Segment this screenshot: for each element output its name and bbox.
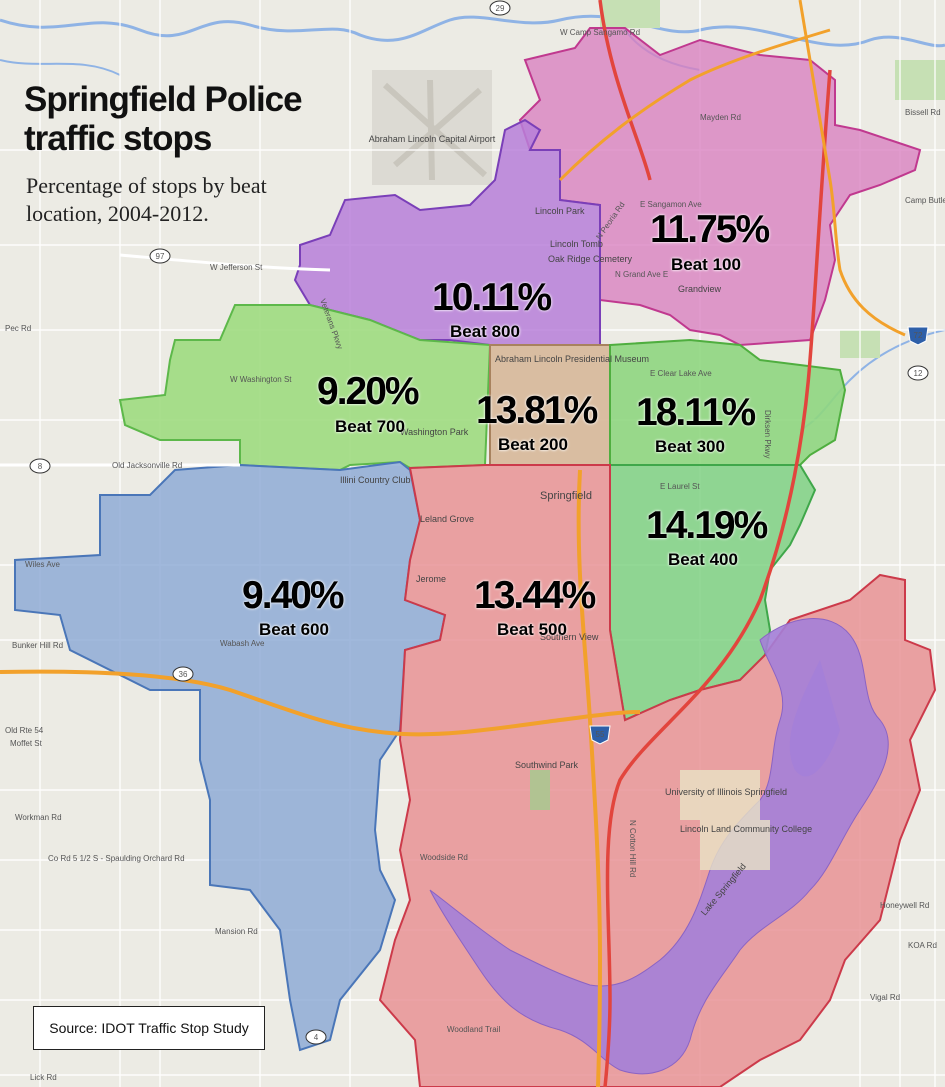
beat-300-percent: 18.11% — [636, 391, 756, 434]
street-label: KOA Rd — [908, 941, 937, 950]
route-shield: 8 — [29, 458, 51, 474]
street-label: Lick Rd — [30, 1073, 57, 1082]
map-title-text: Springfield Police traffic stops — [24, 80, 303, 158]
route-shield: 97 — [149, 248, 171, 264]
map-subtitle: Percentage of stops by beat location, 20… — [26, 173, 267, 226]
beat-500-percent: 13.44% — [474, 574, 596, 617]
beat-600-percent: 9.40% — [242, 574, 345, 617]
route-label: 8 — [38, 462, 43, 471]
sangamon-river — [0, 14, 945, 48]
place-label: Oak Ridge Cemetery — [548, 254, 633, 264]
street-label: Old Rte 54 — [5, 726, 44, 735]
route-shield: 36 — [172, 666, 194, 682]
beat-700-percent: 9.20% — [317, 370, 420, 413]
place-label: Abraham Lincoln Presidential Museum — [495, 354, 649, 364]
highway-29 — [558, 28, 831, 182]
place-label: University of Illinois Springfield — [665, 787, 787, 797]
place-label: Lincoln Tomb — [550, 239, 603, 249]
street-label: Camp Butler — [905, 196, 945, 205]
beat-700-label: Beat 700 — [335, 417, 405, 436]
beat-300-label: Beat 300 — [655, 437, 725, 456]
street-label: Dirksen Pkwy — [763, 410, 772, 458]
place-label: Washington Park — [400, 427, 469, 437]
place-label: Jerome — [416, 574, 446, 584]
street-label: Mayden Rd — [700, 113, 741, 122]
airport-runways — [382, 79, 488, 181]
street-label: W Camp Sangamo Rd — [560, 28, 640, 37]
map-title: Springfield Police traffic stops — [24, 80, 324, 158]
beat-100-percent: 11.75% — [650, 208, 770, 251]
beat-100-label: Beat 100 — [671, 255, 741, 274]
highway-72 — [0, 669, 641, 737]
lake-arm — [789, 660, 840, 777]
route-label: 55 — [596, 730, 605, 739]
route-label: 36 — [179, 670, 188, 679]
place-label: Lincoln Land Community College — [680, 824, 812, 834]
park-patch — [895, 60, 945, 100]
beat-200-percent: 13.81% — [476, 389, 598, 432]
street-label: N Grand Ave E — [615, 270, 668, 279]
route-label: 12 — [914, 369, 923, 378]
street-label: Bunker Hill Rd — [12, 641, 63, 650]
street-label: Honeywell Rd — [880, 901, 929, 910]
place-label: Abraham Lincoln Capital Airport — [369, 134, 496, 144]
beat-800-percent: 10.11% — [432, 276, 552, 319]
beat-400-percent: 14.19% — [646, 504, 768, 547]
place-label: Southern View — [540, 632, 599, 642]
source-text: Source: IDOT Traffic Stop Study — [49, 1020, 249, 1036]
place-label: Southwind Park — [515, 760, 579, 770]
route-label: 72 — [914, 331, 923, 340]
park-patch — [600, 0, 660, 28]
beat-600-area — [14, 460, 447, 1052]
place-label: Leland Grove — [420, 514, 474, 524]
street-label: N Cotton Hill Rd — [628, 820, 637, 877]
street-label: Woodland Trail — [447, 1025, 500, 1034]
uis-campus — [680, 770, 760, 820]
route-shield: 29 — [489, 0, 511, 16]
street-label: Mansion Rd — [215, 927, 258, 936]
street-label: E Clear Lake Ave — [650, 369, 712, 378]
llcc-campus — [700, 820, 770, 870]
beat-700-area — [118, 304, 492, 472]
beat-800-label: Beat 800 — [450, 322, 520, 341]
street-label: E Laurel St — [660, 482, 700, 491]
street-label: Moffet St — [10, 739, 43, 748]
interstate-72-i55 — [576, 469, 603, 1087]
route-shield: 4 — [305, 1029, 327, 1045]
beat-500-label: Beat 500 — [497, 620, 567, 639]
place-label: Illini Country Club — [340, 475, 411, 485]
street-label: W Washington St — [230, 375, 292, 384]
beat-400-label: Beat 400 — [668, 550, 738, 569]
place-label: Grandview — [678, 284, 722, 294]
street-label: Vigal Rd — [870, 993, 900, 1002]
interstate-55 — [598, 0, 832, 1087]
street-label: Wabash Ave — [220, 639, 265, 648]
beat-600-label: Beat 600 — [259, 620, 329, 639]
beat-200-label: Beat 200 — [498, 435, 568, 454]
highway-north — [798, 0, 906, 337]
street-label: Workman Rd — [15, 813, 62, 822]
road-jefferson — [119, 253, 331, 272]
route-label: 29 — [496, 4, 505, 13]
street-label: Woodside Rd — [420, 853, 468, 862]
street-label: Wiles Ave — [25, 560, 61, 569]
route-label: 97 — [156, 252, 165, 261]
source-box: Source: IDOT Traffic Stop Study — [33, 1006, 265, 1050]
route-shield: 72 — [907, 326, 929, 346]
route-label: 4 — [314, 1033, 319, 1042]
street-label: Pec Rd — [5, 324, 31, 333]
place-label: Springfield — [540, 490, 592, 502]
street-label: W Jefferson St — [210, 263, 263, 272]
street-label: E Sangamon Ave — [640, 200, 702, 209]
place-label: Lincoln Park — [535, 206, 585, 216]
street-label: Co Rd 5 1/2 S - Spaulding Orchard Rd — [48, 854, 185, 863]
southwind-park — [530, 770, 550, 810]
street-label: Old Jacksonville Rd — [112, 461, 182, 470]
route-shield: 12 — [907, 365, 929, 381]
street-label: Bissell Rd — [905, 108, 941, 117]
route-shield: 55 — [589, 725, 611, 745]
